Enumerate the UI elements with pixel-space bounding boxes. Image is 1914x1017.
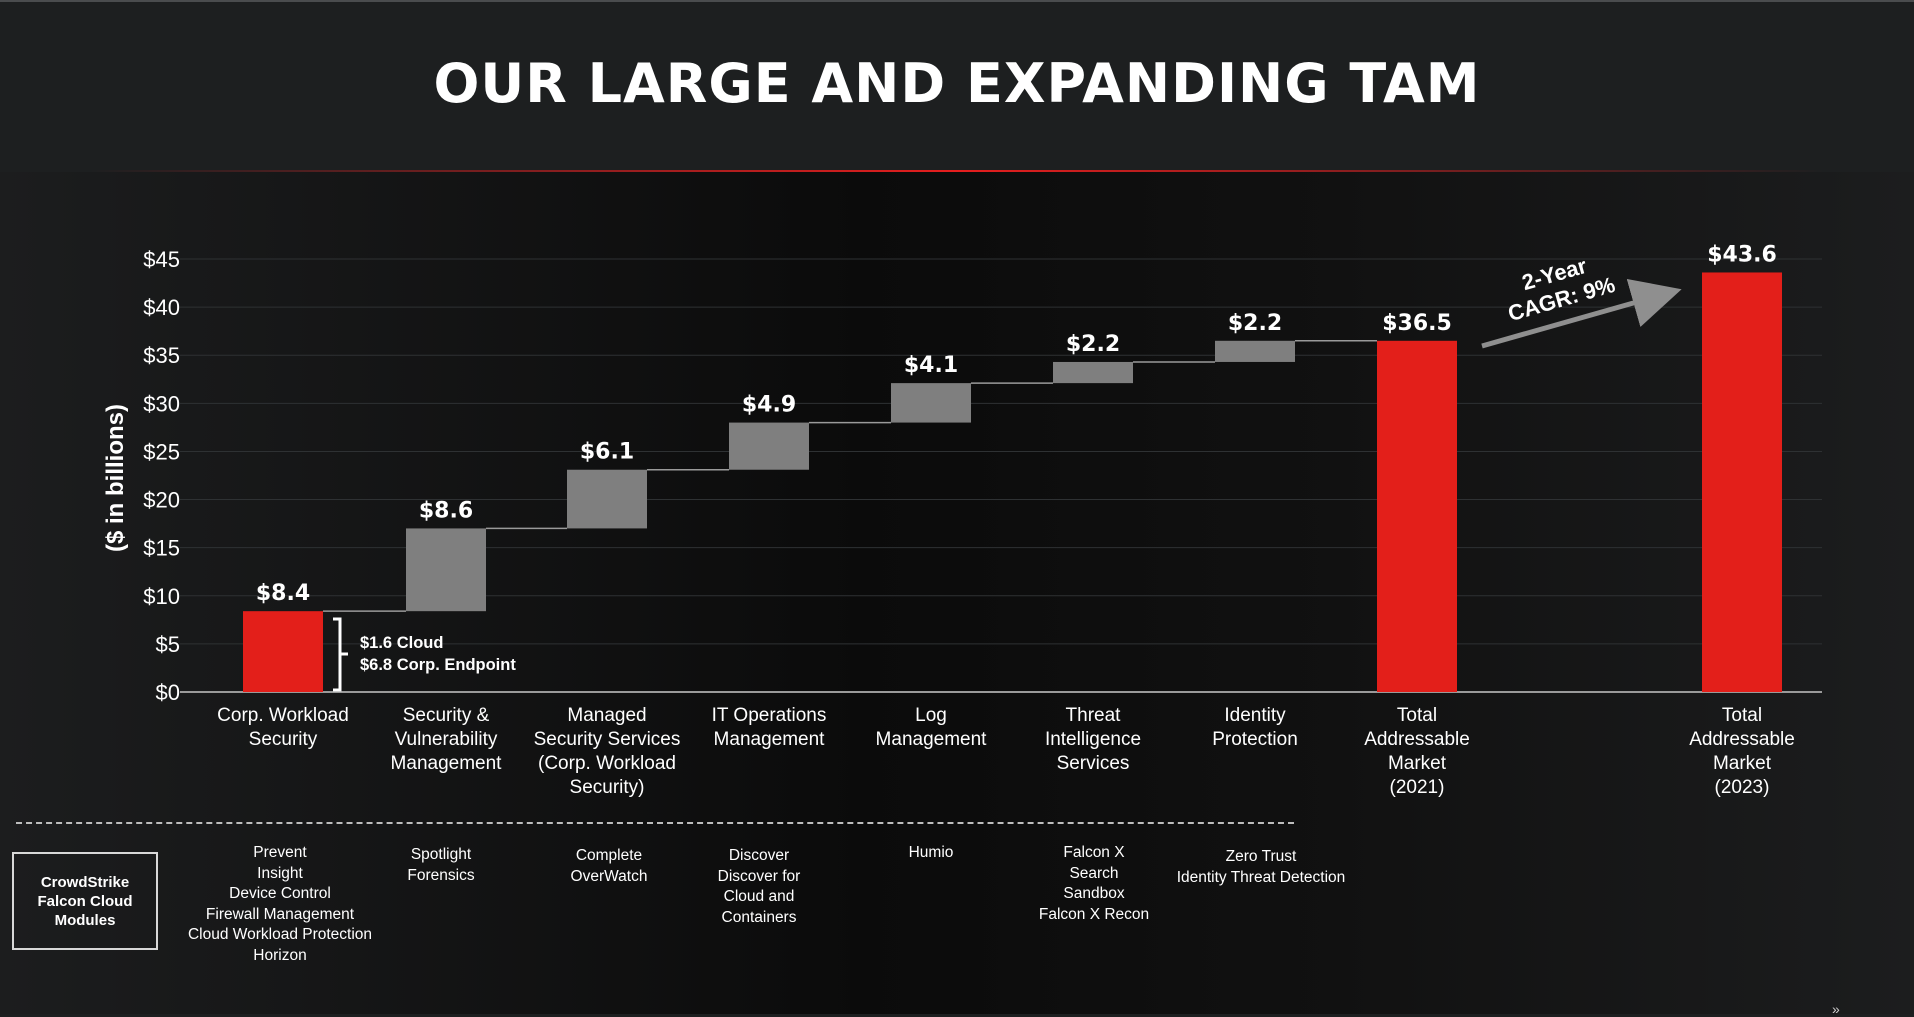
breakdown-annotation: $1.6 Cloud $6.8 Corp. Endpoint [360,632,516,676]
value-label: $4.9 [742,393,796,418]
module-item: Spotlight [410,846,472,863]
module-list-identity: Zero Trust Identity Threat Detection [1177,847,1346,888]
y-tick-label: $20 [143,488,180,513]
y-tick-label: $10 [143,584,180,609]
value-label: $4.1 [904,353,958,378]
module-item: Discover [728,847,790,864]
y-tick-label: $30 [143,391,180,416]
breakdown-cloud: $1.6 Cloud [360,634,444,652]
y-tick-label: $15 [143,536,180,561]
category-label: Log Management [875,705,987,750]
cagr-arrow [1481,278,1682,349]
module-item: Humio [908,844,954,861]
module-list-log: Humio [909,843,954,864]
category-label: Security & Vulnerability Management [390,705,502,774]
value-label: $2.2 [1228,311,1282,336]
module-item: Cloud Workload Protection [187,926,373,943]
y-tick-label: $0 [156,680,180,705]
module-item: Forensics [407,866,475,884]
module-item: Search [1069,864,1119,882]
category-label: Total Addressable Market (2023) [1689,705,1795,798]
y-tick-label: $40 [143,295,180,320]
falcon-modules-box: CrowdStrike Falcon Cloud Modules [12,852,158,950]
value-label: $8.6 [419,498,473,523]
bar [1377,340,1457,692]
bar [567,469,647,529]
y-tick-label: $25 [143,439,180,464]
y-tick-label: $35 [143,343,180,368]
category-label: Total Addressable Market (2021) [1364,705,1470,798]
module-item: Falcon X Recon [1038,905,1150,923]
value-label: $43.6 [1707,242,1777,267]
module-item: Identity Threat Detection [1176,868,1346,886]
module-item: Cloud and [723,888,795,905]
title-underline [90,170,1824,172]
module-item: Falcon X [1063,844,1125,861]
bar [729,422,809,470]
module-item: Horizon [253,946,307,964]
module-item: Containers [721,908,797,926]
module-list-vulnerability: Spotlight Forensics [407,845,474,886]
y-tick-label: $5 [156,632,180,657]
category-label: Identity Protection [1212,705,1298,750]
module-item: Complete [575,847,643,864]
bar [891,383,971,423]
module-list-workload: Prevent Insight Device Control Firewall … [188,843,372,966]
module-item: OverWatch [570,867,648,885]
value-label: $6.1 [580,440,634,465]
bar [1053,361,1133,384]
breakdown-endpoint: $6.8 Corp. Endpoint [360,656,516,674]
modules-divider [16,822,1294,824]
value-label: $8.4 [256,581,310,606]
bar [1215,340,1295,362]
module-list-managed: Complete OverWatch [571,846,648,887]
module-list-itops: Discover Discover for Cloud and Containe… [718,846,801,928]
slide-title: OUR LARGE AND EXPANDING TAM [433,52,1481,115]
module-item: Zero Trust [1225,848,1297,865]
module-item: Prevent [253,844,307,861]
top-border [0,0,1914,2]
breakdown-bracket [333,617,348,692]
module-item: Sandbox [1063,885,1125,902]
bar [243,611,323,692]
module-item: Device Control [229,885,331,902]
category-label: IT Operations Management [711,705,827,750]
y-axis-label: ($ in billions) [102,404,129,552]
module-item: Firewall Management [205,905,355,923]
category-label: Managed Security Services (Corp. Workloa… [533,705,681,798]
bar [1702,272,1782,692]
corner-chevron-icon: » [1832,1001,1840,1017]
y-tick-label: $45 [143,247,180,272]
bar [406,528,486,612]
module-list-threat: Falcon X Search Sandbox Falcon X Recon [1039,843,1149,925]
module-item: Insight [257,864,303,882]
category-label: Threat Intelligence Services [1044,705,1142,774]
value-label: $36.5 [1382,311,1452,336]
module-item: Discover for [717,867,801,885]
category-label: Corp. Workload Security [217,705,349,750]
value-label: $2.2 [1066,332,1120,357]
